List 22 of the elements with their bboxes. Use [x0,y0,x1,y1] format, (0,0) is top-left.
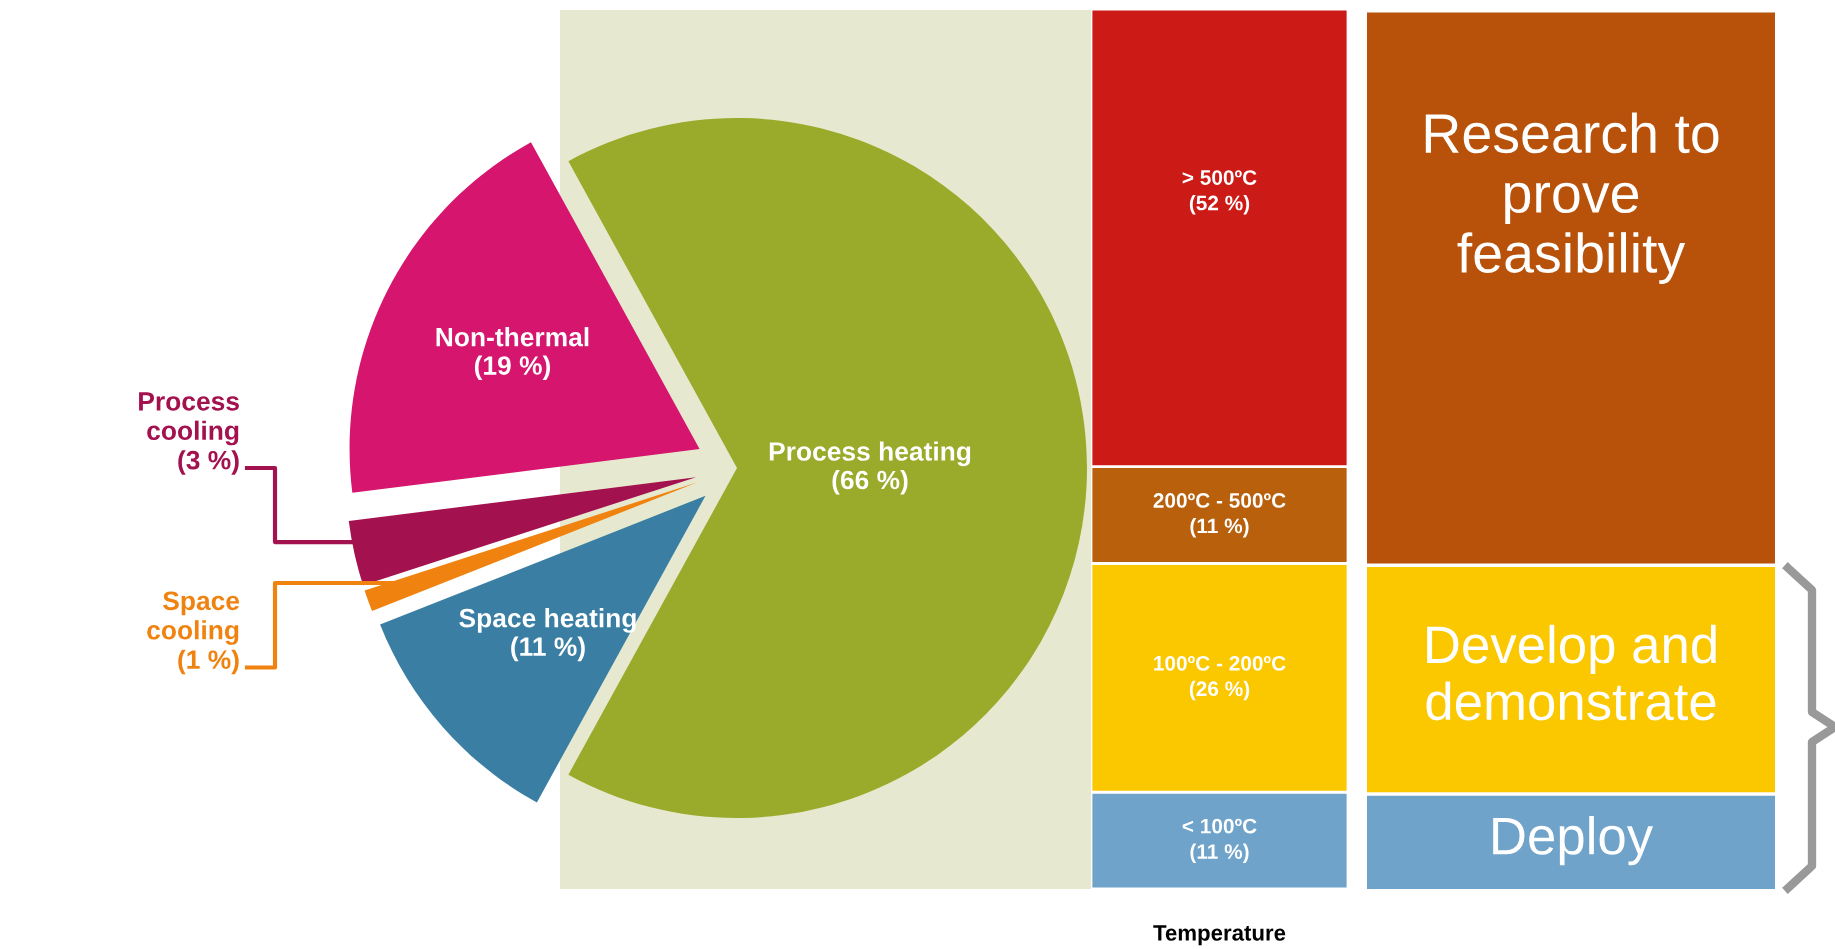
data-label: (11 %) [1190,843,1249,864]
series-label: 100ºC - 200ºC [1154,655,1286,671]
slice-label: Process heating [769,441,971,467]
slice-label: Process cooling [139,392,239,446]
data-label: (66 %) [832,469,908,495]
slice-label: Non-thermal [436,327,589,347]
slice-label: Space cooling [147,591,240,645]
series-label: 200ºC - 500ºC [1153,493,1286,508]
series-label: > 500ºC [1182,170,1257,185]
data-label: (19 %) [474,355,551,381]
category-label: Develop and demonstrate [1426,624,1716,721]
data-label: (11 %) [511,636,585,662]
series-label: < 100ºC [1182,818,1257,834]
data-label: (11 %) [1190,518,1249,538]
data-label: (26 %) [1189,680,1250,701]
data-label: (1 %) [178,649,239,675]
x-axis-title: Temperature [1153,925,1286,946]
category-label: Deploy [1493,816,1654,866]
data-label: (52 %) [1189,195,1250,215]
category-label: Research to prove feasibility [1425,112,1719,284]
slice-label: Space heating [459,608,636,633]
data-label: (3 %) [178,450,239,475]
